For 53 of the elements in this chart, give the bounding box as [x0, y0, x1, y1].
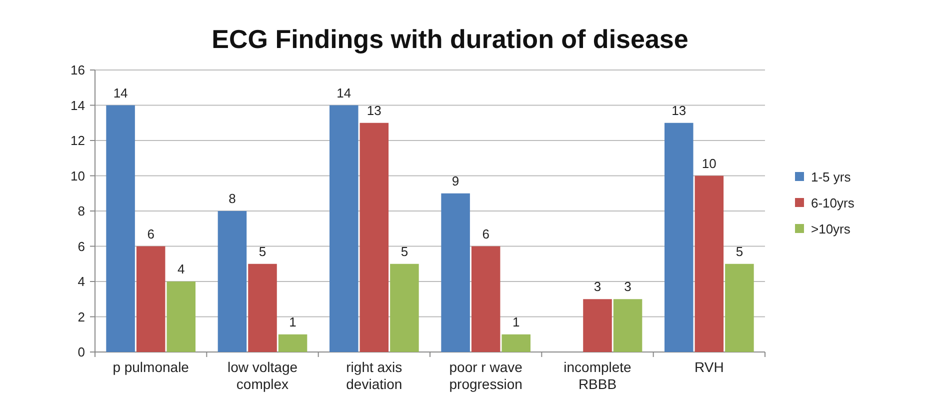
- data-label: 3: [594, 279, 602, 294]
- data-label: 9: [452, 173, 460, 188]
- data-label: 14: [113, 85, 128, 100]
- legend-label: 6-10yrs: [811, 196, 855, 211]
- x-tick-label: p pulmonale: [112, 359, 190, 375]
- bar: [694, 176, 724, 352]
- data-label: 1: [512, 314, 520, 330]
- data-label: 6: [482, 226, 490, 242]
- bar: [166, 282, 196, 352]
- x-tick-label: RVH: [694, 359, 724, 375]
- data-label: 5: [258, 244, 266, 259]
- y-tick-label: 2: [78, 309, 85, 324]
- data-label: 10: [702, 156, 716, 171]
- data-label: 4: [178, 262, 185, 276]
- y-tick-label: 16: [70, 62, 85, 78]
- y-tick-label: 12: [70, 133, 85, 148]
- bar: [106, 105, 135, 352]
- y-tick-label: 10: [70, 168, 85, 184]
- bar: [502, 334, 530, 352]
- bar: [330, 105, 358, 352]
- bar: [278, 334, 308, 352]
- x-tick-label: low voltage complex: [227, 359, 298, 392]
- x-tick-label: incomplete RBBB: [564, 359, 632, 392]
- y-tick-label: 8: [78, 204, 85, 219]
- chart-title: ECG Findings with duration of disease: [212, 24, 688, 54]
- bar: [218, 211, 247, 352]
- data-label: 8: [228, 191, 236, 206]
- data-label: 6: [147, 226, 154, 242]
- bar: [441, 193, 470, 352]
- bar: [583, 299, 612, 352]
- legend-label: 1-5 yrs: [811, 170, 852, 185]
- y-tick-label: 4: [78, 274, 85, 290]
- bar: [136, 246, 166, 352]
- data-label: 13: [366, 102, 382, 118]
- y-tick-label: 14: [70, 98, 85, 113]
- legend-label: >10yrs: [811, 222, 851, 237]
- data-label: 5: [736, 244, 744, 259]
- bar: [360, 122, 389, 352]
- bar: [248, 264, 277, 352]
- y-tick-label: 6: [78, 238, 85, 254]
- bar: [390, 264, 419, 352]
- x-tick-label: poor r wave progression: [449, 359, 523, 392]
- data-label: 3: [624, 279, 632, 294]
- data-label: 13: [672, 102, 686, 118]
- bar: [725, 264, 754, 352]
- bar: [613, 299, 642, 352]
- x-tick-label: right axis deviation: [346, 359, 402, 392]
- bar: [471, 246, 500, 352]
- data-label: 5: [400, 244, 408, 259]
- y-tick-label: 0: [78, 344, 85, 360]
- bar: [664, 122, 694, 352]
- data-label: 1: [289, 314, 296, 330]
- data-label: 14: [336, 85, 352, 100]
